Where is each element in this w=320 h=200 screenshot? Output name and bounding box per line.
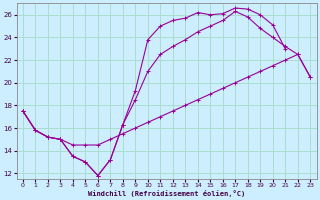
X-axis label: Windchill (Refroidissement éolien,°C): Windchill (Refroidissement éolien,°C) — [88, 190, 245, 197]
